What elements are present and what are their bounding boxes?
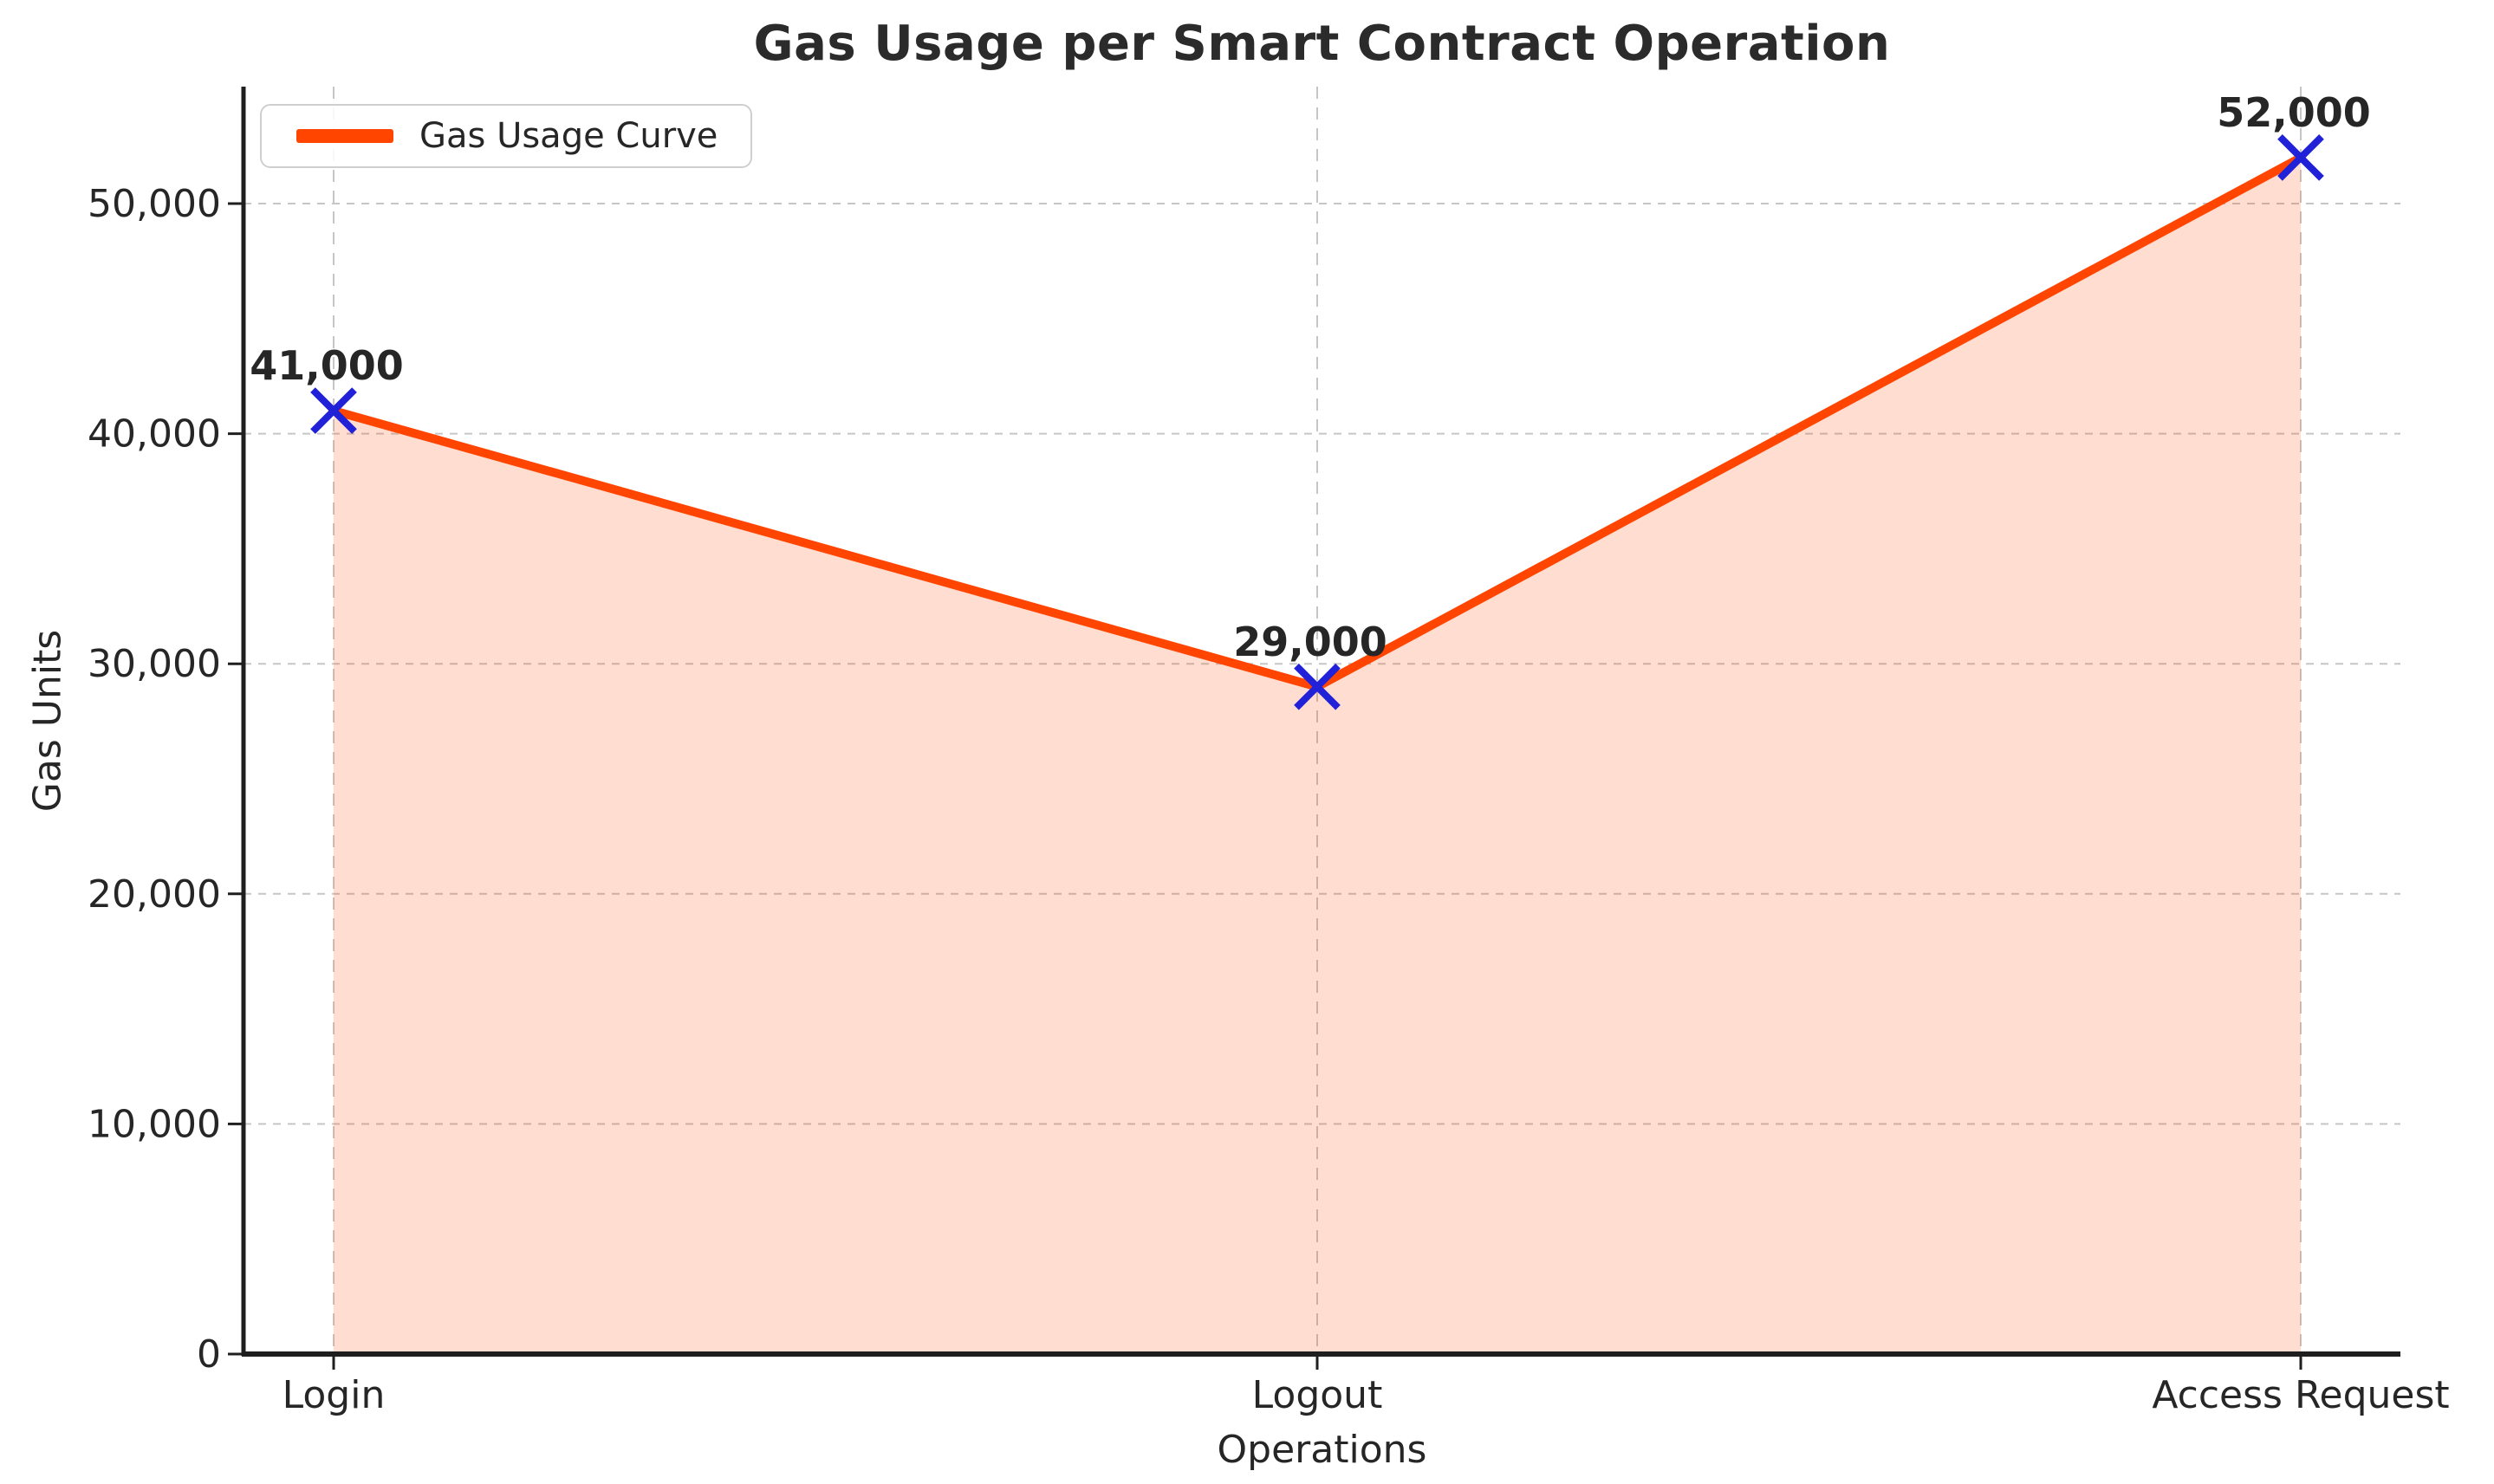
area-fill <box>334 157 2301 1354</box>
legend-label: Gas Usage Curve <box>419 116 718 156</box>
legend-line-swatch <box>296 129 393 143</box>
legend: Gas Usage Curve <box>260 104 753 168</box>
y-tick-label: 30,000 <box>88 642 221 686</box>
y-axis-label: Gas Units <box>25 629 70 813</box>
y-tick-label: 40,000 <box>88 412 221 457</box>
data-point-marker <box>310 387 357 434</box>
x-tick-label: Access Request <box>2152 1373 2449 1417</box>
y-tick-label: 10,000 <box>88 1102 221 1146</box>
data-point-marker <box>1294 663 1341 710</box>
y-tick-label: 20,000 <box>88 872 221 917</box>
data-point-label: 29,000 <box>1233 619 1387 665</box>
y-tick-label: 50,000 <box>88 182 221 226</box>
data-point-label: 41,000 <box>250 342 404 389</box>
data-point-label: 52,000 <box>2217 89 2371 136</box>
x-tick-label: Logout <box>1252 1373 1383 1417</box>
y-tick-label: 0 <box>197 1332 221 1377</box>
x-tick-label: Login <box>283 1373 386 1417</box>
x-axis-label: Operations <box>1217 1428 1427 1472</box>
data-point-marker <box>2277 134 2324 181</box>
chart-title: Gas Usage per Smart Contract Operation <box>753 16 1891 72</box>
